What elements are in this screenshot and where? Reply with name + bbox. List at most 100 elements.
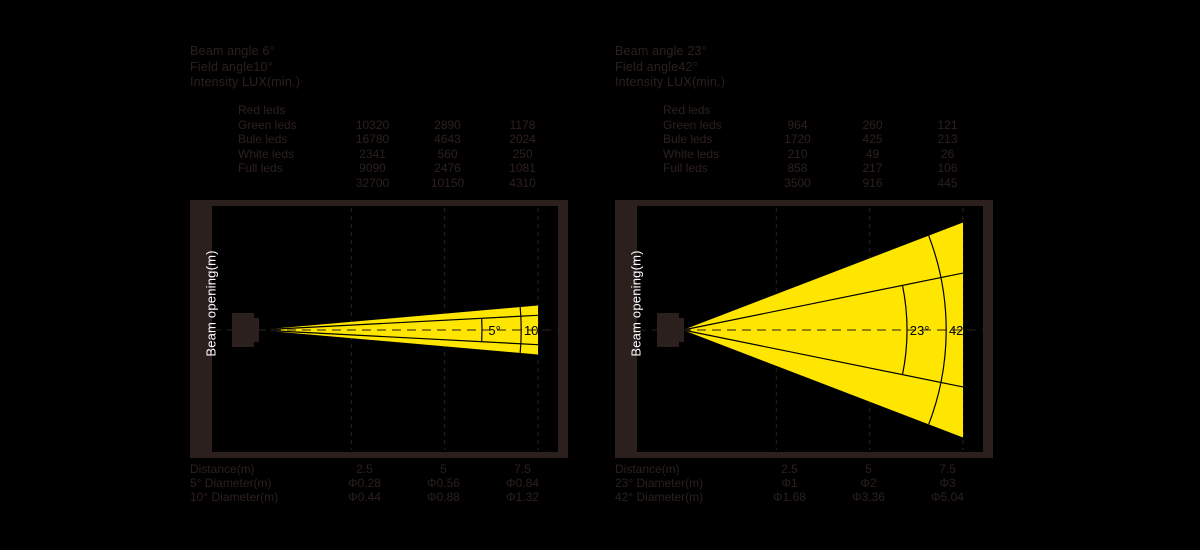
frame-border bbox=[190, 452, 568, 458]
table-row: Bule leds 1720 425 213 bbox=[615, 132, 985, 147]
distance-value: 2.5 bbox=[356, 462, 373, 476]
led-intensity-value: 445 bbox=[937, 175, 958, 190]
led-intensity-value: 260 bbox=[862, 117, 883, 132]
field-angle-label: 10° bbox=[524, 323, 544, 338]
distance-row-label: 23° Diameter(m) bbox=[615, 476, 704, 490]
distance-value: 2.5 bbox=[781, 462, 798, 476]
table-row: Green leds 964 260 121 bbox=[615, 118, 985, 133]
luminaire-body bbox=[657, 313, 679, 347]
distance-value: Φ2 bbox=[860, 476, 877, 490]
led-intensity-value: 964 bbox=[787, 117, 808, 132]
table-row: White leds 2341 560 250 bbox=[190, 147, 560, 162]
beam-angle-edge bbox=[257, 314, 539, 331]
table-row: Green leds 10320 2890 1178 bbox=[190, 118, 560, 133]
beam-diagram: Beam opening(m) 23° 42° bbox=[615, 200, 993, 458]
led-type-label: Red leds bbox=[238, 103, 286, 117]
led-intensity-value: 916 bbox=[862, 175, 883, 190]
distance-row-label: 10° Diameter(m) bbox=[190, 490, 279, 504]
led-intensity-value: 121 bbox=[937, 117, 958, 132]
beam-angle-label: 5° bbox=[488, 323, 500, 338]
table-row: 10° Diameter(m) Φ0.44 Φ0.88 Φ1.32 bbox=[190, 490, 562, 504]
led-intensity-value: 858 bbox=[787, 161, 808, 176]
led-intensity-value: 4310 bbox=[509, 175, 536, 190]
led-intensity-value: 16780 bbox=[355, 132, 390, 147]
table-row: Full leds 858 217 106 bbox=[615, 161, 985, 176]
spec-field-angle: Field angle10° bbox=[190, 59, 273, 74]
field-angle-arc bbox=[519, 307, 522, 353]
luminaire-lens bbox=[677, 318, 684, 342]
beam-angle-edge bbox=[257, 329, 539, 346]
beam-angle-edge bbox=[682, 272, 964, 331]
distance-value: Φ1.68 bbox=[773, 490, 806, 504]
table-row: 32700 10150 4310 bbox=[190, 176, 560, 191]
spec-intensity: Intensity LUX(min.) bbox=[615, 75, 726, 89]
led-intensity-value: 10150 bbox=[430, 175, 465, 190]
distance-value: 5 bbox=[440, 462, 447, 476]
beam-diagram: Beam opening(m) 5° 10° bbox=[190, 200, 568, 458]
table-row: 42° Diameter(m) Φ1.68 Φ3.36 Φ5.04 bbox=[615, 490, 987, 504]
spec-intensity: Intensity LUX(min.) bbox=[190, 75, 301, 89]
table-row: Bule leds 16780 4643 2024 bbox=[190, 132, 560, 147]
distance-value: 5 bbox=[865, 462, 872, 476]
led-intensity-value: 213 bbox=[937, 132, 958, 147]
led-intensity-value: 4643 bbox=[434, 132, 461, 147]
frame-border bbox=[615, 200, 993, 206]
luminaire-lens bbox=[252, 318, 259, 342]
led-type-label: Green leds bbox=[238, 117, 297, 132]
distance-value: 7.5 bbox=[939, 462, 956, 476]
beam-panel-narrow: Beam angle 6° Field angle10° Intensity LUX… bbox=[190, 0, 580, 550]
luminaire-body bbox=[232, 313, 254, 347]
led-intensity-value: 106 bbox=[937, 161, 958, 176]
led-intensity-value: 9090 bbox=[359, 161, 386, 176]
table-row: White leds 210 49 26 bbox=[615, 147, 985, 162]
distance-value: Φ0.28 bbox=[348, 476, 381, 490]
led-type-label: Bule leds bbox=[238, 132, 288, 147]
frame-border bbox=[615, 452, 993, 458]
led-intensity-table: Red leds Green leds 964 260 121 Bule leds 1720… bbox=[615, 103, 985, 191]
led-intensity-value: 2890 bbox=[434, 117, 461, 132]
led-intensity-value: 210 bbox=[787, 146, 808, 161]
led-intensity-value: 560 bbox=[437, 146, 458, 161]
distance-value: Φ5.04 bbox=[931, 490, 964, 504]
distance-value: Φ0.44 bbox=[348, 490, 381, 504]
table-row: Distance(m) 2.5 5 7.5 bbox=[190, 462, 562, 476]
led-type-label: Bule leds bbox=[663, 132, 713, 147]
led-intensity-table: Red leds Green leds 10320 2890 1178 Bule leds… bbox=[190, 103, 560, 191]
distance-value: Φ3 bbox=[939, 476, 956, 490]
led-intensity-value: 32700 bbox=[355, 175, 390, 190]
beam-angle-edge bbox=[682, 329, 964, 388]
beam-projection-svg: 5° 10° bbox=[212, 208, 558, 450]
beam-angle-label: 23° bbox=[910, 323, 930, 338]
beam-panel-wide: Beam angle 23° Field angle42° Intensity LU… bbox=[615, 0, 1005, 550]
led-intensity-value: 1081 bbox=[509, 161, 536, 176]
beam-angle-arc bbox=[901, 285, 908, 375]
spec-header: Beam angle 23° Field angle42° Intensity LU… bbox=[615, 44, 725, 91]
led-intensity-value: 217 bbox=[862, 161, 883, 176]
diagram-frame bbox=[190, 200, 568, 458]
table-row: 5° Diameter(m) Φ0.28 Φ0.56 Φ0.84 bbox=[190, 476, 562, 490]
table-row: Distance(m) 2.5 5 7.5 bbox=[615, 462, 987, 476]
led-type-label: Red leds bbox=[663, 103, 711, 117]
distance-row-label: 5° Diameter(m) bbox=[190, 476, 272, 490]
distance-value: Φ0.84 bbox=[506, 476, 539, 490]
table-row: Full leds 9090 2476 1081 bbox=[190, 161, 560, 176]
beam-projection-svg: 23° 42° bbox=[637, 208, 983, 450]
distance-row-label: Distance(m) bbox=[190, 462, 255, 476]
distance-diameter-table: Distance(m) 2.5 5 7.5 23° Diameter(m) Φ1 Φ2 Φ3 4… bbox=[615, 462, 987, 504]
led-type-label: Green leds bbox=[663, 117, 722, 132]
diagram-frame bbox=[615, 200, 993, 458]
distance-value: Φ1.32 bbox=[506, 490, 539, 504]
distance-row-label: Distance(m) bbox=[615, 462, 680, 476]
led-intensity-value: 26 bbox=[940, 146, 955, 161]
spec-header: Beam angle 6° Field angle10° Intensity LUX… bbox=[190, 44, 300, 91]
led-intensity-value: 3500 bbox=[784, 175, 811, 190]
spec-beam-angle: Beam angle 6° bbox=[190, 44, 275, 58]
led-intensity-value: 2476 bbox=[434, 161, 461, 176]
distance-value: 7.5 bbox=[514, 462, 531, 476]
led-intensity-value: 425 bbox=[862, 132, 883, 147]
led-intensity-value: 49 bbox=[865, 146, 880, 161]
table-row: Red leds bbox=[615, 103, 985, 118]
spec-field-angle: Field angle42° bbox=[615, 59, 698, 74]
